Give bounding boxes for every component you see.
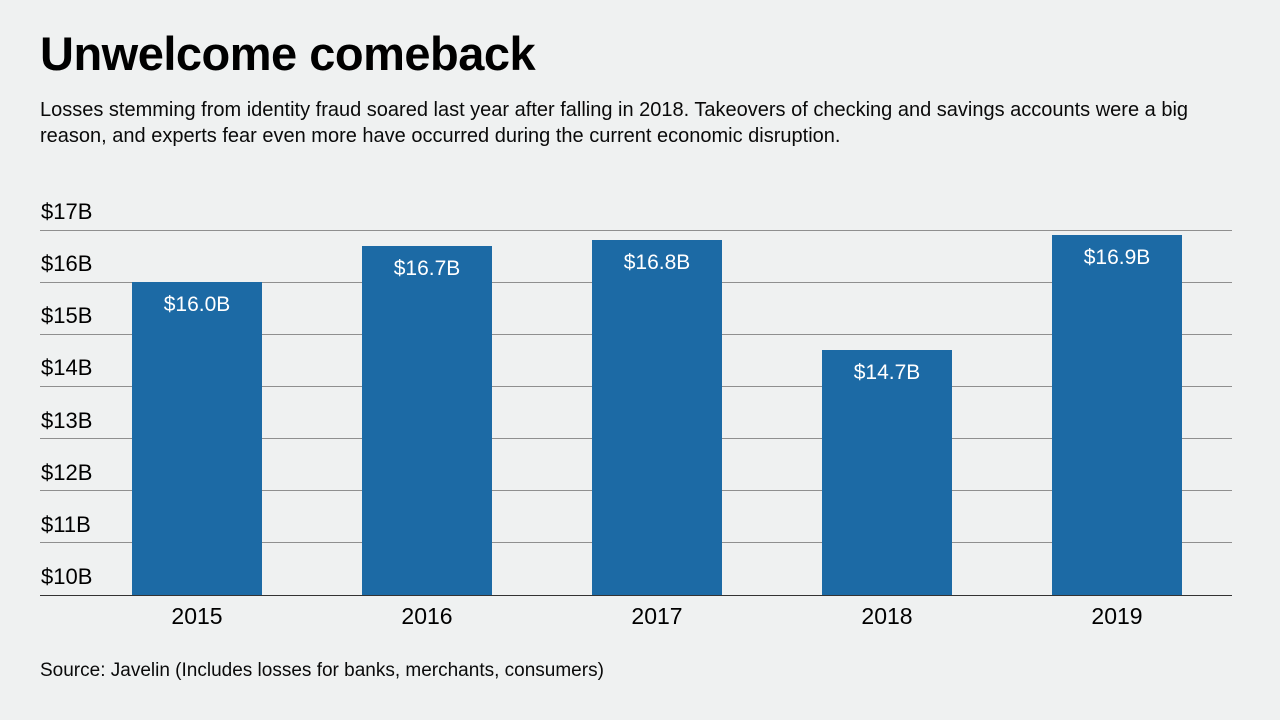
chart-subtitle: Losses stemming from identity fraud soar… bbox=[40, 99, 1189, 147]
x-axis-label-2018: 2018 bbox=[861, 603, 913, 629]
y-axis-tick-label: $17B bbox=[41, 199, 93, 224]
x-axis-label-2016: 2016 bbox=[401, 603, 453, 629]
bar-2019: $16.9B bbox=[1052, 235, 1182, 595]
y-axis-tick-label: $10B bbox=[41, 564, 93, 589]
bar-value-label: $16.9B bbox=[1083, 246, 1151, 270]
bar-2016: $16.7B bbox=[362, 245, 492, 595]
source-note: Source: Javelin (Includes losses for ban… bbox=[40, 660, 604, 681]
y-axis-tick-label: $11B bbox=[41, 511, 91, 537]
bar-2015: $16.0B bbox=[132, 282, 262, 595]
bar-value-label: $16.8B bbox=[623, 251, 691, 275]
y-axis-tick-label: $14B bbox=[41, 355, 93, 381]
bar-value-label: $14.7B bbox=[853, 360, 921, 384]
y-axis-tick-label: $16B bbox=[41, 251, 93, 277]
chart-title: Unwelcome comeback bbox=[40, 27, 536, 80]
x-axis-label-2015: 2015 bbox=[171, 603, 223, 629]
y-axis-tick-label: $15B bbox=[41, 303, 93, 329]
x-axis-label-2019: 2019 bbox=[1091, 603, 1143, 629]
bar-value-label: $16.7B bbox=[393, 256, 461, 280]
x-axis-baseline bbox=[40, 594, 1232, 596]
y-axis-tick-label: $12B bbox=[41, 459, 93, 485]
bar-value-label: $16.0B bbox=[163, 293, 231, 317]
gridline bbox=[40, 229, 1232, 231]
x-axis-label-2017: 2017 bbox=[631, 603, 683, 629]
bar-chart: $10B $11B $12B $13B $14B $15B $16B $17B $16.0B 20… bbox=[40, 199, 1232, 629]
bar-2018: $14.7B bbox=[822, 349, 952, 595]
bar-2017: $16.8B bbox=[592, 240, 722, 595]
y-axis-tick-label: $13B bbox=[41, 407, 93, 433]
